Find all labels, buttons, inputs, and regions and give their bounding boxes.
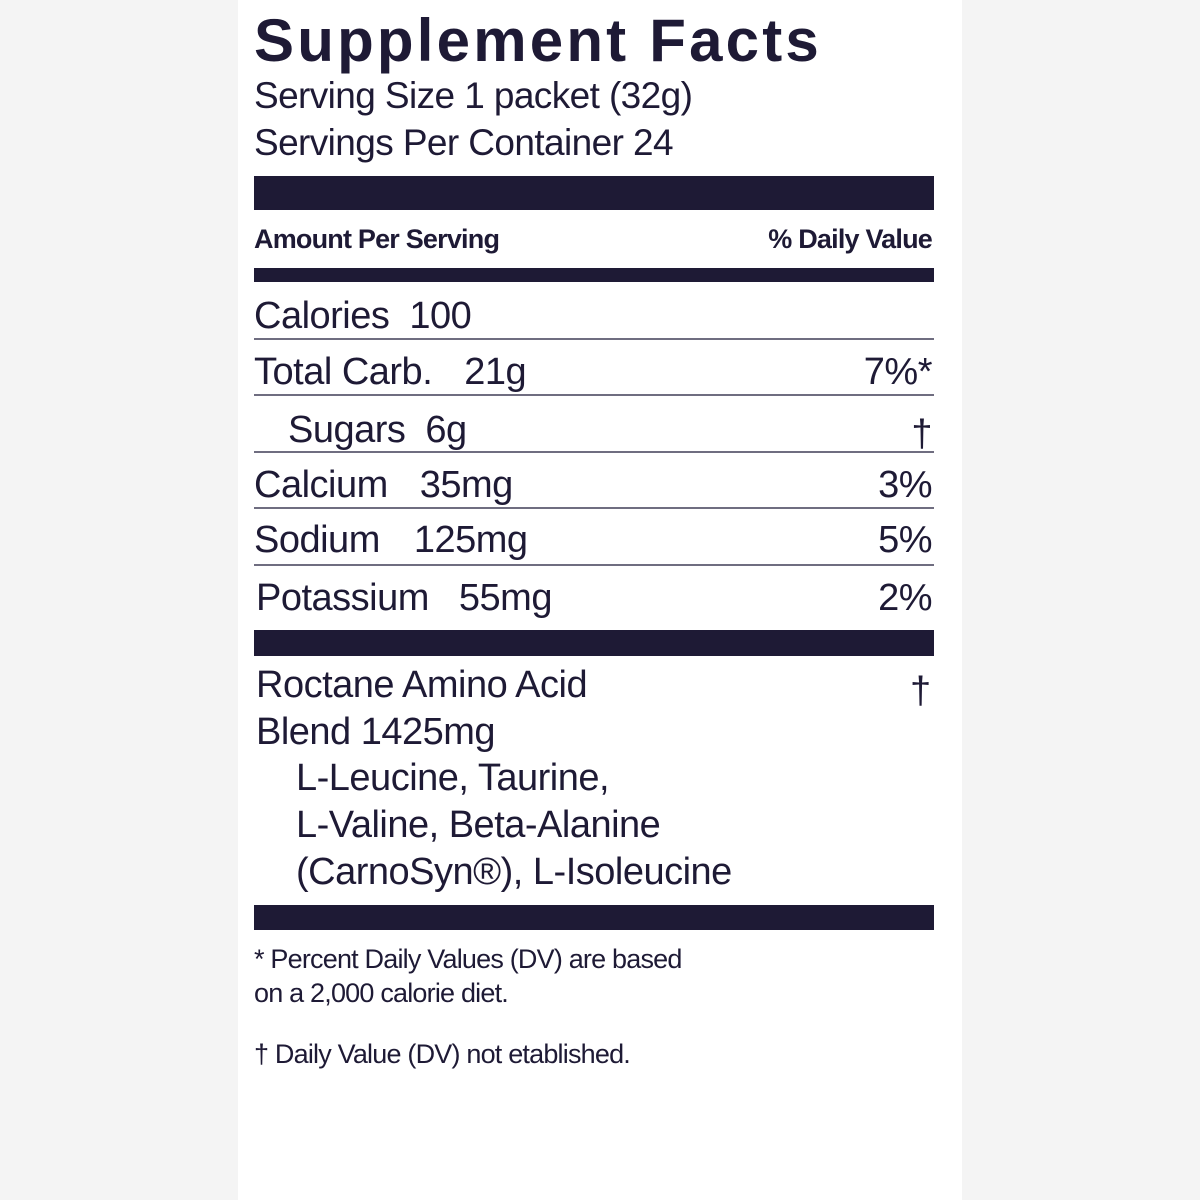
footnote-dv-line1: * Percent Daily Values (DV) are based	[254, 944, 682, 974]
nutrient-name: Calories	[254, 295, 390, 337]
thick-divider	[254, 630, 934, 656]
nutrient-amount: 6g	[425, 409, 467, 451]
row-divider	[254, 338, 934, 340]
row-divider	[254, 394, 934, 396]
nutrient-row-calcium: Calcium 35mg 3%	[254, 463, 934, 507]
thick-divider	[254, 176, 934, 210]
footnote-dagger: † Daily Value (DV) not etablished.	[254, 1039, 631, 1069]
nutrient-row-potassium: Potassium 55mg 2%	[254, 576, 934, 620]
nutrient-row-sugars: Sugars 6g †	[254, 408, 934, 455]
daily-value-header: % Daily Value	[768, 224, 933, 254]
nutrient-amount: 21g	[464, 351, 527, 393]
nutrient-amount: 35mg	[419, 464, 514, 506]
row-divider	[254, 507, 934, 509]
nutrient-row-sodium: Sodium 125mg 5%	[254, 518, 934, 562]
nutrient-dv: †	[911, 413, 932, 455]
thick-divider	[254, 905, 934, 930]
nutrient-name: Sodium	[254, 519, 380, 561]
servings-per-container: Servings Per Container 24	[254, 122, 674, 163]
nutrient-row-calories: Calories 100	[254, 294, 934, 338]
medium-divider	[254, 268, 934, 282]
blend-ingredient-line: L-Valine, Beta-Alanine	[296, 804, 661, 846]
blend-name-line2: Blend 1425mg	[256, 711, 496, 753]
label-title: Supplement Facts	[254, 7, 822, 74]
nutrient-amount: 55mg	[458, 577, 553, 619]
nutrient-amount: 100	[409, 295, 472, 337]
amount-per-serving-header: Amount Per Serving	[254, 224, 500, 254]
nutrient-name: Total Carb.	[254, 351, 433, 393]
blend-ingredient-line: (CarnoSyn®), L-Isoleucine	[296, 851, 732, 893]
row-divider	[254, 564, 934, 566]
blend-ingredient-line: L-Leucine, Taurine,	[296, 757, 610, 799]
nutrient-dv: 7%*	[863, 351, 933, 393]
nutrient-name: Potassium	[256, 577, 429, 619]
nutrient-name: Calcium	[254, 464, 388, 506]
row-divider	[254, 451, 934, 453]
serving-size: Serving Size 1 packet (32g)	[254, 75, 693, 116]
footnote-dv-line2: on a 2,000 calorie diet.	[254, 978, 509, 1008]
blend-name-line1: Roctane Amino Acid	[256, 664, 588, 706]
nutrient-dv: 2%	[878, 577, 932, 619]
nutrient-dv: 5%	[878, 519, 932, 561]
nutrient-amount: 125mg	[413, 519, 528, 561]
nutrient-dv: 3%	[878, 464, 932, 506]
nutrient-row-total-carb: Total Carb. 21g 7%*	[254, 350, 934, 394]
nutrient-name: Sugars	[288, 409, 406, 451]
blend-dv: †	[910, 670, 931, 712]
